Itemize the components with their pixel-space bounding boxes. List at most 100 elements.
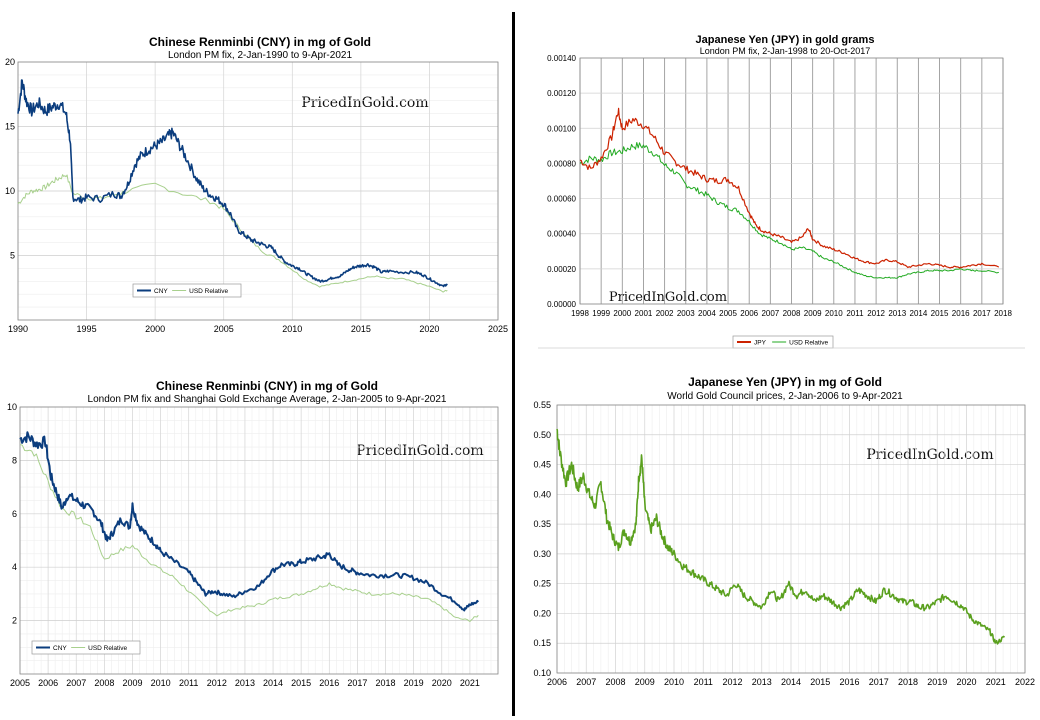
- legend: JPY USD Relative: [732, 335, 834, 349]
- series-line-jpy: [556, 428, 1006, 645]
- y-tick-label: 0.20: [533, 608, 551, 618]
- x-tick-label: 2009: [635, 677, 655, 687]
- x-tick-label: 2000: [613, 309, 631, 318]
- y-tick-label: 20: [5, 57, 15, 67]
- series-line-usd-relative: [579, 142, 999, 279]
- x-tick-label: 2016: [952, 309, 970, 318]
- legend-label: USD Relative: [189, 288, 228, 295]
- x-tick-label: 2014: [910, 309, 928, 318]
- x-tick-label: 2005: [10, 678, 30, 688]
- x-tick-label: 2020: [432, 678, 452, 688]
- x-tick-label: 2004: [698, 309, 716, 318]
- legend: CNY USD Relative: [31, 640, 141, 655]
- chart-jpy-grams-svg: Japanese Yen (JPY) in gold grams London …: [538, 34, 1025, 349]
- x-tick-label: 2010: [825, 309, 843, 318]
- watermark: PricedInGold.com: [356, 443, 483, 459]
- legend-box: [31, 640, 141, 655]
- series-line-cny: [17, 79, 448, 288]
- x-tick-label: 2012: [207, 678, 227, 688]
- x-tick-label: 2022: [1015, 677, 1035, 687]
- plot-area: 2005 2006 2007 2008 2009 2010 2011 2012 2013 2014…: [7, 402, 499, 688]
- x-tick-label: 2021: [460, 678, 480, 688]
- chart-title: Chinese Renminbi (CNY) in mg of Gold: [156, 379, 378, 393]
- plot-area: 1998 1999 2000 2001 2002 2003 2004 2005 2006 2007…: [547, 54, 1012, 349]
- chart-title: Chinese Renminbi (CNY) in mg of Gold: [149, 35, 371, 49]
- x-tick-label: 2015: [351, 324, 371, 334]
- y-tick-label: 0.10: [533, 668, 551, 678]
- y-tick-label: 10: [5, 186, 15, 196]
- y-tick-label: 15: [5, 122, 15, 132]
- x-tick-label: 2010: [664, 677, 684, 687]
- y-tick-label: 0.00100: [547, 124, 576, 133]
- x-tick-label: 2017: [347, 678, 367, 688]
- x-tick-label: 2019: [404, 678, 424, 688]
- y-tick-label: 0.35: [533, 519, 551, 529]
- y-tick-label: 0.00040: [547, 230, 576, 239]
- y-tick-label: 0.45: [533, 460, 551, 470]
- chart-subtitle: London PM fix and Shanghai Gold Exchange…: [88, 394, 447, 405]
- chart-jpy-mg-svg: Japanese Yen (JPY) in mg of Gold World G…: [533, 375, 1035, 687]
- x-tick-label: 2018: [994, 309, 1012, 318]
- plot-area: 2006 2007 2008 2009 2010 2011 2012 2013 2014 2015…: [533, 400, 1035, 687]
- legend-label: USD Relative: [789, 340, 828, 347]
- x-tick-label: 2015: [291, 678, 311, 688]
- plot-frame: [579, 57, 1004, 305]
- x-tick-label: 1995: [77, 324, 97, 334]
- y-tick-label: 0.30: [533, 549, 551, 559]
- legend-label: CNY: [154, 288, 168, 295]
- x-tick-label: 2014: [781, 677, 801, 687]
- y-tick-label: 0.00080: [547, 159, 576, 168]
- chart-cny-2005: Chinese Renminbi (CNY) in mg of Gold Lon…: [0, 375, 510, 695]
- x-tick-label: 2017: [869, 677, 889, 687]
- y-tick-label: 6: [12, 509, 17, 519]
- chart-cny-1990: Chinese Renminbi (CNY) in mg of Gold Lon…: [0, 30, 510, 350]
- chart-subtitle: London PM fix, 2-Jan-1990 to 9-Apr-2021: [168, 50, 352, 61]
- legend-label: CNY: [53, 645, 67, 652]
- y-tick-label: 5: [10, 251, 15, 261]
- x-tick-label: 2013: [888, 309, 906, 318]
- watermark: PricedInGold.com: [301, 95, 428, 111]
- x-tick-label: 2015: [810, 677, 830, 687]
- y-tick-label: 0.00120: [547, 89, 576, 98]
- y-tick-label: 0.00020: [547, 265, 576, 274]
- x-tick-label: 2006: [547, 677, 567, 687]
- x-tick-label: 2006: [740, 309, 758, 318]
- x-tick-label: 1990: [8, 324, 28, 334]
- y-tick-label: 0.40: [533, 489, 551, 499]
- legend-label: USD Relative: [88, 645, 127, 652]
- plot-frame: [17, 61, 499, 321]
- x-tick-label: 2007: [66, 678, 86, 688]
- x-tick-label: 2025: [488, 324, 508, 334]
- chart-cny-2005-svg: Chinese Renminbi (CNY) in mg of Gold Lon…: [7, 379, 499, 688]
- x-tick-label: 2019: [927, 677, 947, 687]
- y-tick-label: 10: [7, 402, 17, 412]
- series-line-jpy: [579, 107, 1000, 269]
- x-tick-label: 2008: [783, 309, 801, 318]
- x-tick-label: 2011: [179, 678, 198, 688]
- chart-subtitle: London PM fix, 2-Jan-1998 to 20-Oct-2017: [700, 46, 871, 56]
- plot-frame: [19, 406, 499, 675]
- panel-divider: [512, 12, 515, 716]
- x-tick-label: 2005: [214, 324, 234, 334]
- y-tick-label: 0.15: [533, 638, 551, 648]
- x-tick-label: 2021: [986, 677, 1006, 687]
- x-tick-label: 2012: [867, 309, 885, 318]
- x-tick-label: 2020: [419, 324, 439, 334]
- x-tick-label: 2010: [282, 324, 302, 334]
- x-tick-label: 2009: [122, 678, 142, 688]
- x-tick-label: 2008: [605, 677, 625, 687]
- x-tick-label: 2009: [804, 309, 822, 318]
- x-tick-label: 2000: [145, 324, 165, 334]
- chart-title: Japanese Yen (JPY) in mg of Gold: [688, 375, 882, 389]
- x-tick-label: 2018: [898, 677, 918, 687]
- x-tick-label: 2008: [94, 678, 114, 688]
- x-tick-label: 2020: [956, 677, 976, 687]
- y-tick-label: 0.55: [533, 400, 551, 410]
- plot-frame: [556, 404, 1026, 674]
- series-line-usd-relative: [17, 174, 448, 293]
- series-line-cny: [19, 431, 480, 612]
- x-tick-label: 2011: [694, 677, 713, 687]
- y-tick-label: 8: [12, 455, 17, 465]
- chart-cny-1990-svg: Chinese Renminbi (CNY) in mg of Gold Lon…: [5, 35, 508, 334]
- y-tick-label: 0.00060: [547, 195, 576, 204]
